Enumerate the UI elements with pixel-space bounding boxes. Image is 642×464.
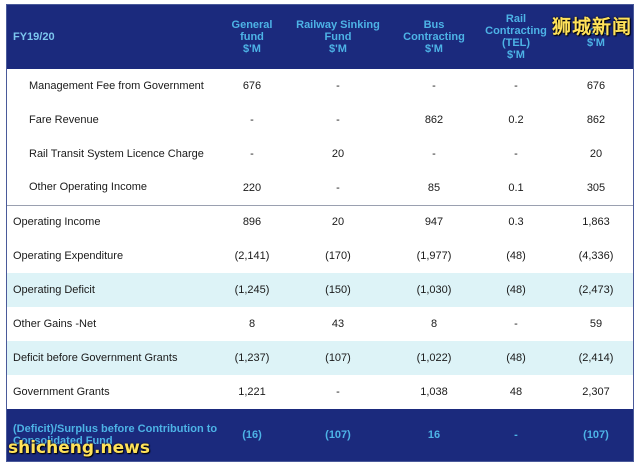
table-footer-row: (Deficit)/Surplus before Contribution to… <box>7 409 633 461</box>
header-total: Total $'M <box>583 25 609 49</box>
table-cell: - <box>336 181 340 194</box>
table-cell: 862 <box>586 114 606 126</box>
table-cell: (107) <box>325 352 351 364</box>
table-row: Fare Revenue - - 862 0.2 862 <box>7 103 633 137</box>
table-cell: 1,038 <box>420 386 448 398</box>
table-row: Rail Transit System Licence Charge - 20 - - 2… <box>7 137 633 171</box>
footer-cell: 16 <box>427 429 441 441</box>
table-cell: 676 <box>242 80 262 92</box>
footer-cell: (107) <box>325 429 351 441</box>
table-cell: 20 <box>283 204 393 239</box>
header-rail-contracting: Rail Contracting (TEL) $'M <box>485 13 547 61</box>
table-cell: 20 <box>589 148 603 160</box>
table-cell: (1,022) <box>416 352 452 364</box>
table-cell: (170) <box>325 250 351 262</box>
table-cell: 0.2 <box>508 114 524 126</box>
table-cell: 0.3 <box>475 204 557 239</box>
footer-label: (Deficit)/Surplus before Contribution to… <box>13 423 218 447</box>
table-cell: (2,414) <box>578 352 614 364</box>
table-cell: 896 <box>221 204 283 239</box>
table-row: Management Fee from Government 676 - - - 676 <box>7 69 633 103</box>
table-cell: (4,336) <box>578 250 614 262</box>
table-cell: (48) <box>506 284 526 296</box>
watermark-chinese: 狮城新闻 <box>551 16 632 38</box>
row-label: Management Fee from Government <box>29 79 204 92</box>
row-label: Other Gains -Net <box>13 317 97 330</box>
table-cell: 48 <box>509 386 523 398</box>
table-cell: - <box>514 318 518 330</box>
header-bus-contracting: Bus Contracting $'M <box>403 19 465 55</box>
financial-table-frame: FY19/20 General fund $'M Railway Sinking… <box>6 4 634 462</box>
row-label: Operating Income <box>7 204 221 239</box>
table-cell: 1,863 <box>557 204 633 239</box>
table-cell: 85 <box>427 181 441 194</box>
table-cell: (1,237) <box>234 352 270 364</box>
table-cell: - <box>432 148 436 160</box>
table-cell: 862 <box>424 114 444 126</box>
table-cell: 305 <box>586 181 606 194</box>
table-cell: 1,221 <box>238 386 266 398</box>
table-row: Other Gains -Net 8 43 8 - 59 <box>7 307 633 341</box>
table-row: Operating Income 896 20 947 0.3 1,863 <box>7 204 633 239</box>
table-row: Other Operating Income 220 - 85 0.1 305 <box>7 171 633 205</box>
table-cell: (2,473) <box>578 284 614 296</box>
table-row: Government Grants 1,221 - 1,038 48 2,307 <box>7 375 633 409</box>
financial-table: FY19/20 General fund $'M Railway Sinking… <box>7 5 633 461</box>
table-cell: 2,307 <box>582 386 610 398</box>
table-cell: - <box>250 148 254 160</box>
table-header-row: FY19/20 General fund $'M Railway Sinking… <box>7 5 633 69</box>
row-label: Government Grants <box>13 385 110 398</box>
table-cell: 8 <box>248 318 256 330</box>
table-cell: - <box>336 80 340 92</box>
table-cell: 676 <box>586 80 606 92</box>
table-cell: - <box>336 386 340 398</box>
table-cell: 220 <box>242 181 262 194</box>
table-cell: (1,030) <box>416 284 452 296</box>
table-row: Operating Deficit (1,245) (150) (1,030) (48)… <box>7 273 633 307</box>
row-label: Operating Expenditure <box>13 249 124 262</box>
row-label: Operating Deficit <box>13 283 95 296</box>
row-label: Deficit before Government Grants <box>13 351 178 364</box>
table-cell: 0.1 <box>508 181 524 194</box>
header-general-fund: General fund $'M <box>231 19 273 55</box>
table-cell: - <box>514 80 518 92</box>
table-cell: (48) <box>506 352 526 364</box>
footer-cell: (107) <box>583 429 609 441</box>
table-cell: 20 <box>331 148 345 160</box>
table-row: Operating Expenditure (2,141) (170) (1,977)… <box>7 239 633 273</box>
table-cell: (2,141) <box>234 250 270 262</box>
row-label: Rail Transit System Licence Charge <box>29 147 204 160</box>
table-cell: (1,245) <box>234 284 270 296</box>
table-cell: - <box>250 114 254 126</box>
table-row: Deficit before Government Grants (1,237) (… <box>7 341 633 375</box>
table-cell: (48) <box>506 250 526 262</box>
table-cell: - <box>336 114 340 126</box>
table-cell: 59 <box>589 318 603 330</box>
header-railway-sinking-fund: Railway Sinking Fund $'M <box>296 19 380 55</box>
row-label: Fare Revenue <box>29 113 99 126</box>
table-cell: (1,977) <box>416 250 452 262</box>
table-cell: 8 <box>430 318 438 330</box>
footer-cell: (16) <box>242 429 262 441</box>
table-cell: - <box>514 148 518 160</box>
row-label: Other Operating Income <box>29 181 148 194</box>
header-fiscal-year: FY19/20 <box>13 31 55 43</box>
table-cell: - <box>432 80 436 92</box>
table-cell: (150) <box>325 284 351 296</box>
table-cell: 947 <box>393 204 475 239</box>
table-cell: 43 <box>331 318 345 330</box>
watermark-url: shicheng.news <box>8 438 150 458</box>
footer-cell: - <box>514 429 518 441</box>
